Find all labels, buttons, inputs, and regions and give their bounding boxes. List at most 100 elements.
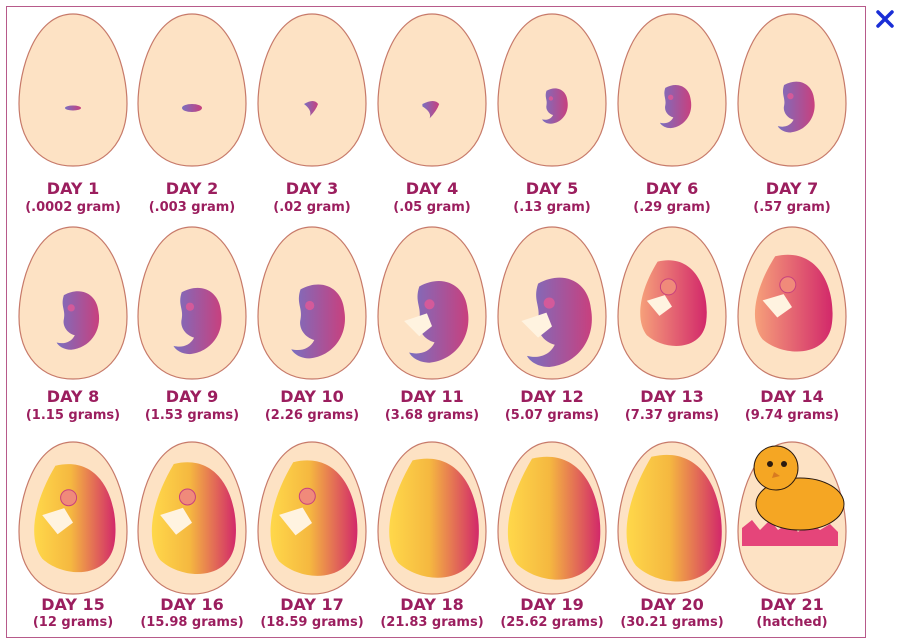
embryo-shape <box>754 254 833 352</box>
egg-stage: DAY 20(30.21 grams) <box>617 441 727 630</box>
day-label: DAY 7 <box>766 179 818 198</box>
egg-stage: DAY 17(18.59 grams) <box>257 441 367 630</box>
embryo-eye <box>67 304 75 312</box>
weight-label: (3.68 grams) <box>385 408 479 423</box>
egg-stage: DAY 6 (.29 gram) <box>617 13 727 215</box>
embryo-shape <box>270 460 358 576</box>
egg-stage: DAY 9 (1.53 grams) <box>137 226 247 423</box>
egg-stage: DAY 8 (1.15 grams) <box>18 226 128 423</box>
egg-development-diagram: DAY 1 (.0002 gram) DAY 2 (.003 gram) DAY 3 (.… <box>18 13 847 630</box>
embryo-shape <box>291 284 345 359</box>
day-label: DAY 2 <box>166 179 218 198</box>
weight-label: (.003 gram) <box>149 200 236 215</box>
egg-outline <box>18 13 128 167</box>
embryo-eye <box>185 302 195 311</box>
weight-label: (.02 gram) <box>273 200 350 215</box>
embryo-limb <box>42 508 73 535</box>
day-label: DAY 17 <box>280 595 344 614</box>
embryo-shape <box>640 260 707 346</box>
day-label: DAY 3 <box>286 179 338 198</box>
egg-stage: DAY 13 (7.37 grams) <box>617 226 727 423</box>
egg-stage: DAY 10 (2.26 grams) <box>257 226 367 423</box>
day-label: DAY 19 <box>520 595 584 614</box>
day-label: DAY 18 <box>400 595 464 614</box>
day-label: DAY 9 <box>166 387 218 406</box>
close-icon[interactable] <box>874 8 896 30</box>
chick-beak <box>772 472 780 478</box>
weight-label: (.57 gram) <box>753 200 830 215</box>
egg-stage: DAY 21(hatched) <box>737 441 847 630</box>
weight-label: (1.15 grams) <box>26 408 120 423</box>
embryo-shape <box>34 464 116 573</box>
embryo-shape <box>182 104 202 112</box>
egg-stage: DAY 11 (3.68 grams) <box>377 226 487 423</box>
day-label: DAY 16 <box>160 595 224 614</box>
embryo-shape <box>151 462 236 575</box>
embryo-limb <box>404 313 432 337</box>
chick-head <box>753 445 799 491</box>
embryo-shape <box>173 287 222 355</box>
day-label: DAY 6 <box>646 179 698 198</box>
day-label: DAY 11 <box>400 387 464 406</box>
embryo-eye <box>424 299 435 310</box>
egg-outline <box>137 13 247 167</box>
embryo-limb <box>160 507 192 535</box>
day-label: DAY 5 <box>526 179 578 198</box>
chick-eye <box>767 461 773 467</box>
chick-eye <box>781 461 787 467</box>
embryo-eye <box>178 488 196 506</box>
weight-label: (15.98 grams) <box>140 615 243 630</box>
embryo-shape <box>526 277 592 368</box>
weight-label: (.05 gram) <box>393 200 470 215</box>
embryo-shape <box>542 88 568 124</box>
day-label: DAY 12 <box>520 387 584 406</box>
egg-stage: DAY 12 (5.07 grams) <box>497 226 607 423</box>
day-label: DAY 4 <box>406 179 458 198</box>
embryo-shape <box>422 101 440 119</box>
weight-label: (21.83 grams) <box>380 615 483 630</box>
chick-body <box>755 477 845 531</box>
egg-stage: DAY 7 (.57 gram) <box>737 13 847 215</box>
egg-outline <box>257 13 367 167</box>
weight-label: (7.37 grams) <box>625 408 719 423</box>
day-label: DAY 21 <box>760 595 824 614</box>
embryo-shape <box>56 291 100 350</box>
embryo-eye <box>779 276 797 294</box>
embryo-limb <box>762 294 792 318</box>
embryo-eye <box>543 297 555 309</box>
weight-label: (25.62 grams) <box>500 615 603 630</box>
egg-stage: DAY 16(15.98 grams) <box>137 441 247 630</box>
embryo-limb <box>646 295 672 316</box>
embryo-eye <box>787 92 794 100</box>
day-label: DAY 15 <box>41 595 105 614</box>
weight-label: (12 grams) <box>33 615 113 630</box>
embryo-shape <box>389 458 479 578</box>
egg-stage: DAY 3 (.02 gram) <box>257 13 367 215</box>
egg-stage: DAY 2 (.003 gram) <box>137 13 247 215</box>
embryo-shape <box>659 85 692 129</box>
embryo-shape <box>304 101 318 116</box>
embryo-shape <box>409 281 469 363</box>
weight-label: (.13 gram) <box>513 200 590 215</box>
egg-stage: DAY 14 (9.74 grams) <box>737 226 847 423</box>
weight-label: (1.53 grams) <box>145 408 239 423</box>
egg-outline <box>377 13 487 167</box>
egg-stage: DAY 4 (.05 gram) <box>377 13 487 215</box>
egg-stage: DAY 15(12 grams) <box>18 441 128 630</box>
embryo-eye <box>548 96 554 101</box>
embryo-shape <box>65 105 81 111</box>
day-label: DAY 10 <box>280 387 344 406</box>
weight-label: (2.26 grams) <box>265 408 359 423</box>
embryo-eye <box>298 487 316 505</box>
day-label: DAY 1 <box>47 179 99 198</box>
embryo-eye <box>305 300 315 311</box>
day-label: DAY 13 <box>640 387 704 406</box>
embryo-limb <box>279 507 312 536</box>
embryo-eye <box>667 94 674 100</box>
weight-label: (hatched) <box>756 615 827 630</box>
embryo-eye <box>659 278 677 296</box>
weight-label: (30.21 grams) <box>620 615 723 630</box>
day-label: DAY 8 <box>47 387 99 406</box>
day-label: DAY 14 <box>760 387 824 406</box>
day-label: DAY 20 <box>640 595 704 614</box>
